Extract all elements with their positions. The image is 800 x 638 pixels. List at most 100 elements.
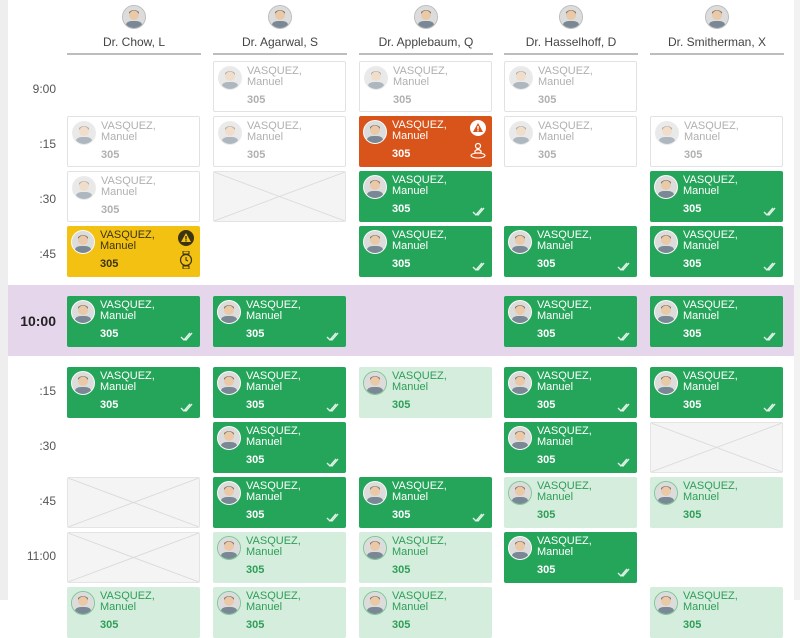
appointment-card[interactable]: VASQUEZ, Manuel 305 [359, 116, 492, 167]
appointment-card[interactable]: VASQUEZ, Manuel 305 [213, 477, 346, 528]
time-label: 11:00 [26, 549, 56, 563]
warning-triangle-icon [178, 230, 194, 251]
room-number: 305 [392, 203, 411, 215]
double-check-icon [326, 330, 340, 342]
appointment-card[interactable]: VASQUEZ, Manuel 305 [213, 587, 346, 638]
patient-avatar [363, 536, 387, 560]
appointment-card[interactable]: VASQUEZ, Manuel 305 [650, 116, 783, 167]
patient-avatar [509, 121, 533, 145]
patient-last-name: VASQUEZ, [392, 480, 447, 492]
patient-avatar [654, 300, 678, 324]
appointment-card[interactable]: VASQUEZ, Manuel 305 [67, 116, 200, 167]
doctor-column-header[interactable]: Dr. Applebaum, Q [359, 0, 493, 58]
doctor-column-header[interactable]: Dr. Smitherman, X [650, 0, 784, 58]
doctor-avatar [122, 5, 146, 29]
patient-first-name: Manuel [683, 310, 720, 322]
appointment-card[interactable]: VASQUEZ, Manuel 305 [359, 171, 492, 222]
patient-last-name: VASQUEZ, [246, 370, 301, 382]
appointment-card[interactable]: VASQUEZ, Manuel 305 [213, 116, 346, 167]
patient-first-name: Manuel [247, 76, 284, 88]
appointment-card[interactable]: VASQUEZ, Manuel 305 [67, 587, 200, 638]
appointment-card[interactable]: VASQUEZ, Manuel 305 [504, 226, 637, 277]
patient-last-name: VASQUEZ, [100, 370, 155, 382]
patient-first-name: Manuel [392, 240, 429, 252]
double-check-icon [617, 401, 631, 413]
appointment-card[interactable]: VASQUEZ, Manuel 305 [504, 422, 637, 473]
time-label: :30 [39, 439, 56, 453]
double-check-icon [763, 260, 777, 272]
appointment-card[interactable]: VASQUEZ, Manuel 305 [67, 171, 200, 222]
appointment-card[interactable]: VASQUEZ, Manuel 305 [504, 477, 637, 528]
doctor-name: Dr. Applebaum, Q [378, 35, 474, 49]
blocked-slot[interactable] [213, 171, 346, 222]
appointment-card[interactable]: VASQUEZ, Manuel 305 [359, 587, 492, 638]
room-number: 305 [683, 258, 702, 270]
warning-triangle-icon [470, 120, 486, 141]
appointment-card[interactable]: VASQUEZ, Manuel 305 [213, 61, 346, 112]
appointment-card[interactable]: VASQUEZ, Manuel 305 [213, 367, 346, 418]
time-label: :15 [39, 137, 56, 151]
room-number: 305 [537, 258, 556, 270]
blocked-slot[interactable] [67, 532, 200, 583]
appointment-card[interactable]: VASQUEZ, Manuel 305 [67, 296, 200, 347]
room-number: 305 [246, 509, 265, 521]
header-divider [213, 53, 347, 55]
appointment-card[interactable]: VASQUEZ, Manuel 305 [650, 171, 783, 222]
doctor-header-row: Dr. Chow, L Dr. Agarwal, S Dr. Applebaum… [0, 0, 800, 58]
appointment-card[interactable]: VASQUEZ, Manuel 305 [359, 532, 492, 583]
appointment-card[interactable]: VASQUEZ, Manuel 305 [67, 367, 200, 418]
patient-first-name: Manuel [100, 381, 137, 393]
appointment-card[interactable]: VASQUEZ, Manuel 305 [650, 226, 783, 277]
room-number: 305 [684, 149, 703, 161]
blocked-slot[interactable] [67, 477, 200, 528]
right-edge [794, 0, 800, 600]
appointment-card[interactable]: VASQUEZ, Manuel 305 [650, 477, 783, 528]
appointment-card[interactable]: VASQUEZ, Manuel 305 [359, 367, 492, 418]
patient-last-name: VASQUEZ, [683, 299, 738, 311]
patient-first-name: Manuel [537, 240, 574, 252]
appointment-card[interactable]: VASQUEZ, Manuel 305 [504, 367, 637, 418]
appointment-card[interactable]: VASQUEZ, Manuel 305 [213, 422, 346, 473]
appointment-card[interactable]: VASQUEZ, Manuel 305 [359, 61, 492, 112]
room-number: 305 [392, 148, 411, 160]
room-number: 305 [393, 94, 412, 106]
appointment-card[interactable]: VASQUEZ, Manuel 305 [213, 296, 346, 347]
appointment-card[interactable]: VASQUEZ, Manuel 305 [650, 367, 783, 418]
room-number: 305 [246, 328, 265, 340]
patient-first-name: Manuel [392, 491, 429, 503]
patient-first-name: Manuel [537, 546, 574, 558]
doctor-column-header[interactable]: Dr. Chow, L [67, 0, 201, 58]
room-number: 305 [246, 399, 265, 411]
double-check-icon [180, 401, 194, 413]
appointment-card[interactable]: VASQUEZ, Manuel 305 [359, 477, 492, 528]
room-number: 305 [100, 399, 119, 411]
patient-last-name: VASQUEZ, [683, 480, 738, 492]
appointment-card[interactable]: VASQUEZ, Manuel 305 [504, 532, 637, 583]
patient-first-name: Manuel [100, 240, 137, 252]
appointment-card[interactable]: VASQUEZ, Manuel 305 [213, 532, 346, 583]
doctor-name: Dr. Chow, L [102, 35, 166, 49]
patient-last-name: VASQUEZ, [101, 120, 156, 132]
doctor-column-header[interactable]: Dr. Hasselhoff, D [504, 0, 638, 58]
header-divider [504, 53, 638, 55]
double-check-icon [472, 205, 486, 217]
appointment-card[interactable]: VASQUEZ, Manuel 305 [504, 116, 637, 167]
patient-last-name: VASQUEZ, [392, 229, 447, 241]
patient-last-name: VASQUEZ, [246, 480, 301, 492]
patient-first-name: Manuel [683, 381, 720, 393]
patient-avatar [508, 426, 532, 450]
patient-avatar [654, 591, 678, 615]
patient-avatar [71, 371, 95, 395]
patient-avatar [217, 371, 241, 395]
appointment-card[interactable]: VASQUEZ, Manuel 305 [650, 296, 783, 347]
appointment-card[interactable]: VASQUEZ, Manuel 305 [504, 296, 637, 347]
patient-last-name: VASQUEZ, [537, 425, 592, 437]
patient-last-name: VASQUEZ, [392, 119, 447, 131]
header-divider [650, 53, 784, 55]
appointment-card[interactable]: VASQUEZ, Manuel 305 [650, 587, 783, 638]
appointment-card[interactable]: VASQUEZ, Manuel 305 [359, 226, 492, 277]
appointment-card[interactable]: VASQUEZ, Manuel 305 [504, 61, 637, 112]
doctor-column-header[interactable]: Dr. Agarwal, S [213, 0, 347, 58]
appointment-card[interactable]: VASQUEZ, Manuel 305 [67, 226, 200, 277]
blocked-slot[interactable] [650, 422, 783, 473]
